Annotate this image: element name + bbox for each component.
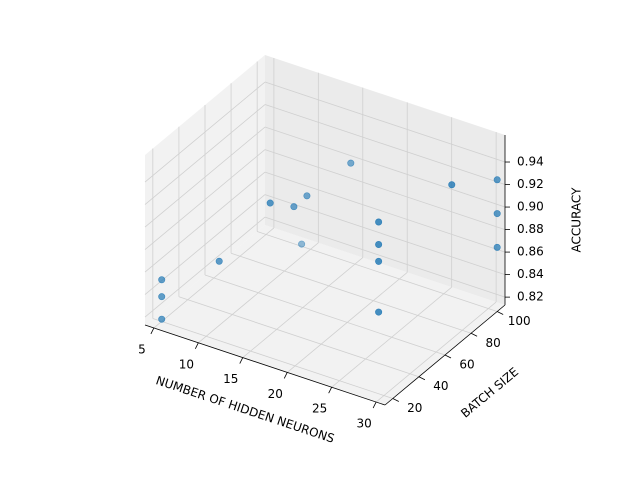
x-tick-label: 5	[138, 342, 146, 356]
x-tick-label: 20	[268, 387, 283, 401]
z-tick-label: 0.94	[517, 155, 544, 169]
y-tick	[496, 311, 504, 315]
data-point	[375, 218, 383, 226]
z-tick-label: 0.86	[517, 245, 544, 259]
grid-line	[144, 194, 266, 295]
x-axis-line	[144, 324, 386, 406]
z-tick-label: 0.90	[517, 200, 544, 214]
y-tick-label: 100	[508, 314, 531, 328]
x-tick	[372, 401, 377, 409]
y-tick-label: 40	[433, 379, 448, 393]
x-tick	[239, 357, 244, 364]
data-point	[158, 276, 166, 284]
x-tick	[283, 372, 288, 379]
grid-line	[144, 126, 266, 228]
grid-line	[144, 81, 266, 183]
data-point	[493, 210, 501, 218]
grid-line	[152, 318, 393, 399]
grid-line	[264, 171, 506, 253]
data-point	[375, 308, 383, 316]
data-point	[493, 176, 501, 184]
x-tick-label: 10	[179, 357, 194, 371]
x-tick-label: 25	[312, 402, 327, 416]
points	[158, 159, 501, 323]
grid-line	[144, 149, 266, 250]
data-point	[375, 257, 383, 265]
data-point	[298, 240, 306, 248]
grid-line	[204, 274, 446, 356]
grid-line	[264, 194, 506, 275]
data-point	[266, 199, 274, 207]
y-tick	[418, 376, 426, 381]
data-point	[158, 315, 166, 323]
x-tick	[328, 387, 333, 394]
y-tick-label: 80	[485, 336, 500, 350]
data-point	[493, 243, 501, 251]
z-axis-label: ACCURACY	[570, 187, 584, 253]
z-tick-label: 0.88	[517, 222, 544, 236]
grid-line	[178, 296, 420, 378]
data-point	[303, 192, 311, 200]
grid-line	[257, 231, 498, 312]
grid-line	[230, 252, 472, 334]
y-tick	[470, 332, 478, 337]
grid-line	[144, 216, 266, 318]
data-point	[290, 203, 298, 211]
grid	[144, 57, 506, 403]
grid-line	[264, 126, 506, 208]
z-tick-label: 0.82	[517, 290, 544, 304]
y-tick	[444, 354, 452, 359]
z-tick-label: 0.84	[517, 267, 544, 281]
x-tick	[194, 342, 199, 349]
grid-line	[264, 216, 506, 298]
grid-line	[264, 104, 506, 185]
grid-line	[264, 149, 506, 230]
panes	[145, 55, 505, 405]
data-point	[215, 257, 223, 265]
data-point	[347, 159, 355, 167]
y-tick-label: 20	[407, 401, 422, 415]
y-axis-label: BATCH SIZE	[458, 365, 521, 421]
y-tick-label: 60	[459, 358, 474, 372]
x-tick-label: 15	[223, 372, 238, 386]
data-point	[158, 293, 166, 301]
x-axis-label: NUMBER OF HIDDEN NEURONS	[154, 373, 336, 446]
y-tick	[392, 398, 400, 402]
x-tick	[150, 327, 155, 335]
grid-line	[264, 81, 506, 163]
x-tick-label: 30	[356, 417, 371, 431]
back-pane	[265, 55, 505, 305]
z-tick-label: 0.92	[517, 177, 544, 191]
y-axis-line	[384, 304, 506, 406]
data-point	[375, 241, 383, 249]
grid-line	[144, 171, 266, 273]
grid-line	[144, 104, 266, 205]
data-point	[448, 181, 456, 189]
